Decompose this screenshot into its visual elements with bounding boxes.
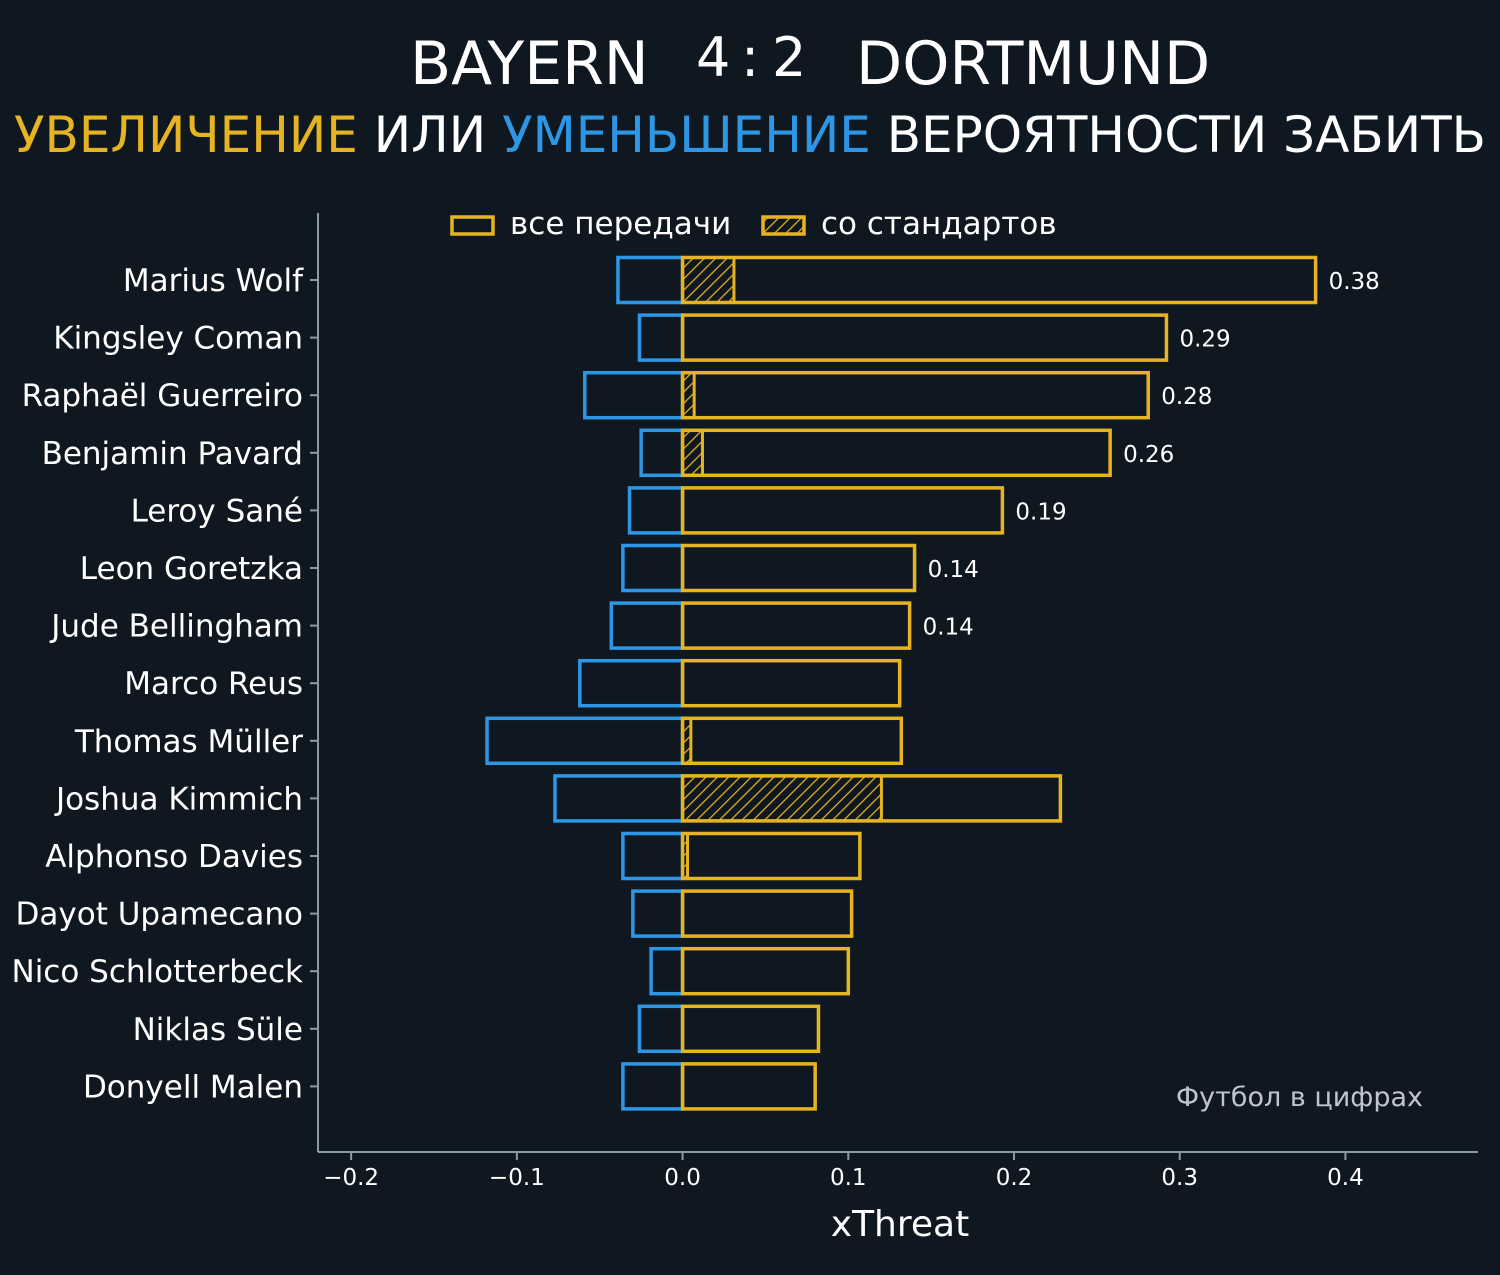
axes: −0.2 −0.1 0.0 0.1 0.2 0.3 0.4	[310, 213, 1478, 1191]
score-away: 2	[772, 26, 807, 89]
subtitle-decrease: УМЕНЬШЕНИЕ	[502, 106, 871, 164]
legend-swatch-all-passes	[450, 215, 495, 236]
player-label: Leroy Sané	[131, 493, 303, 529]
player-label: Donyell Malen	[83, 1069, 303, 1105]
increase-bar	[680, 313, 1169, 362]
decrease-bar	[616, 255, 685, 305]
player-label: Jude Bellingham	[49, 609, 303, 645]
watermark: Футбол в цифрах	[1176, 1082, 1423, 1113]
data-label: 0.29	[1179, 327, 1230, 353]
set-piece-bar	[681, 428, 704, 477]
increase-bar	[680, 1062, 817, 1111]
data-label: 0.14	[923, 615, 974, 641]
data-label: 0.14	[928, 557, 979, 583]
increase-bar	[680, 831, 862, 881]
decrease-bar	[627, 486, 685, 535]
increase-bar	[680, 716, 904, 766]
subtitle-rest: ВЕРОЯТНОСТИ ЗАБИТЬ	[886, 106, 1486, 164]
subtitle: УВЕЛИЧЕНИЕ ИЛИ УМЕНЬШЕНИЕ ВЕРОЯТНОСТИ ЗА…	[0, 105, 1500, 165]
decrease-bar	[621, 1062, 685, 1111]
data-label: 0.28	[1161, 384, 1212, 410]
increase-bar	[680, 255, 1318, 305]
player-label: Benjamin Pavard	[42, 436, 303, 472]
decrease-bar	[637, 313, 685, 362]
decrease-bar	[578, 658, 685, 708]
decrease-bar	[553, 774, 685, 823]
decrease-bar	[609, 601, 685, 650]
x-tick-label: 0.4	[1327, 1165, 1364, 1191]
x-tick-label: 0.1	[830, 1165, 867, 1191]
increase-bar	[680, 946, 851, 996]
set-piece-bar	[681, 256, 736, 304]
data-label: 0.38	[1329, 269, 1380, 295]
team-home: BAYERN	[410, 29, 649, 99]
increase-bar	[680, 889, 854, 938]
player-label: Thomas Müller	[74, 724, 303, 760]
legend-label-all-passes: все передачи	[510, 206, 731, 242]
decrease-bar	[649, 946, 685, 996]
decrease-bar	[637, 1004, 685, 1054]
x-tick-label: 0.3	[1161, 1165, 1198, 1191]
set-piece-bar	[681, 774, 883, 823]
labels: Marius Wolf 0.38 Kingsley Coman 0.29 Raphaël…	[12, 263, 1380, 1105]
player-label: Leon Goretzka	[80, 551, 303, 587]
x-tick-label: 0.2	[996, 1165, 1033, 1191]
increase-bar	[680, 601, 912, 650]
increase-bar	[680, 428, 1112, 478]
player-label: Alphonso Davies	[45, 839, 303, 875]
bars	[485, 255, 1318, 1111]
team-away: DORTMUND	[856, 29, 1211, 99]
increase-bar	[680, 1004, 821, 1054]
player-label: Raphaël Guerreiro	[22, 378, 303, 414]
decrease-bar	[621, 543, 685, 593]
increase-bar	[680, 774, 1063, 823]
decrease-bar	[639, 428, 685, 478]
subtitle-or: ИЛИ	[373, 106, 487, 164]
increase-bar	[680, 370, 1150, 420]
player-label: Nico Schlotterbeck	[12, 954, 304, 990]
player-label: Niklas Süle	[133, 1012, 303, 1048]
player-label: Kingsley Coman	[53, 321, 303, 357]
player-label: Joshua Kimmich	[54, 781, 303, 817]
player-label: Marius Wolf	[123, 263, 304, 299]
x-axis-title: xThreat	[831, 1204, 969, 1245]
legend-label-set-pieces: со стандартов	[821, 206, 1057, 242]
score-home: 4	[696, 26, 731, 89]
increase-bar	[680, 486, 1005, 535]
title-row: BAYERN 4 : 2 DORTMUND	[0, 26, 1500, 100]
decrease-bar	[621, 831, 685, 881]
data-label: 0.26	[1123, 442, 1174, 468]
player-label: Dayot Upamecano	[16, 897, 303, 933]
legend: все передачи со стандартов	[450, 206, 1057, 242]
x-tick-label: −0.2	[323, 1165, 379, 1191]
decrease-bar	[631, 889, 685, 938]
x-tick-label: 0.0	[664, 1165, 701, 1191]
decrease-bar	[485, 716, 685, 766]
player-label: Marco Reus	[124, 666, 303, 702]
x-tick-label: −0.1	[489, 1165, 545, 1191]
data-label: 0.19	[1015, 499, 1066, 525]
decrease-bar	[583, 370, 685, 420]
increase-bar	[680, 543, 917, 593]
subtitle-increase: УВЕЛИЧЕНИЕ	[14, 106, 358, 164]
increase-bar	[680, 658, 902, 708]
legend-swatch-set-pieces	[761, 215, 806, 236]
score-separator: :	[741, 26, 760, 89]
